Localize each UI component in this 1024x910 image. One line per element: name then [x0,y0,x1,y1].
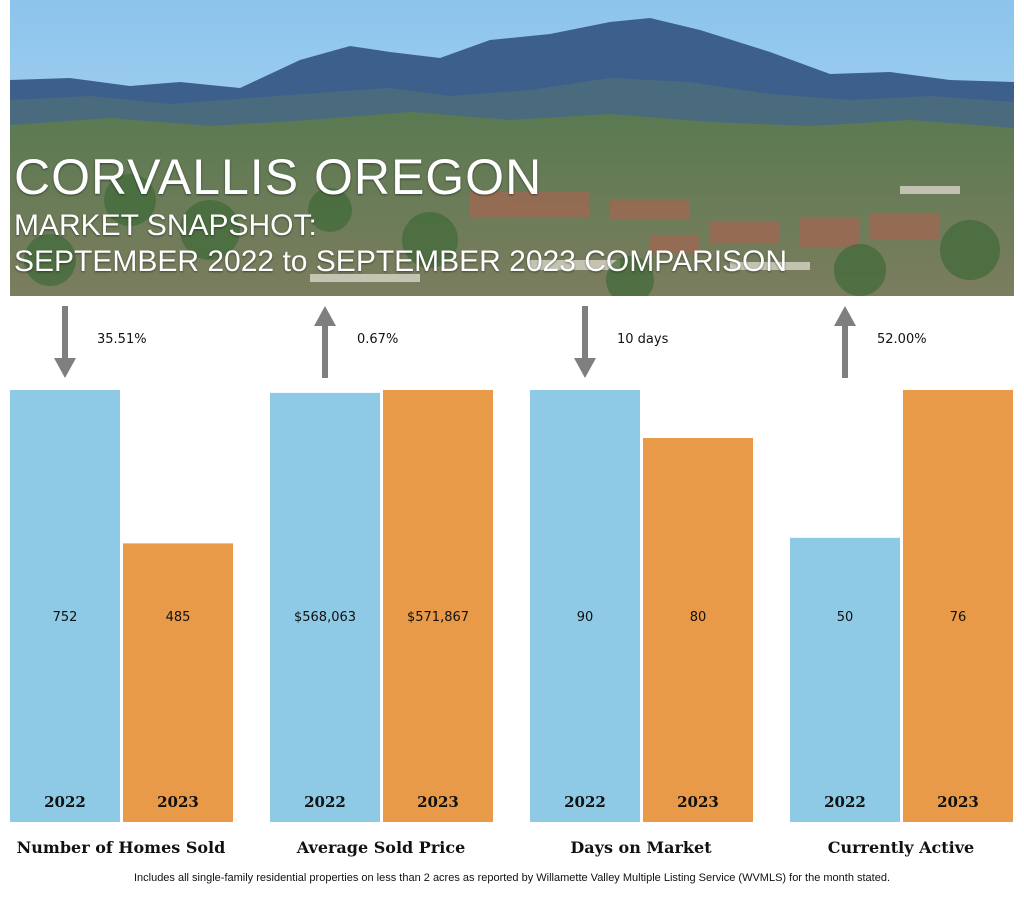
bar-average-sold-price-2022 [270,392,380,822]
value-label-currently-active-2023: 76 [950,610,967,625]
down-arrow-icon-number-of-homes-sold [54,358,76,378]
year-label-currently-active-2022: 2022 [824,793,866,811]
change-label-currently-active: 52.00% [877,332,927,347]
page-title: CORVALLIS OREGON [14,149,543,205]
page-subtitle: MARKET SNAPSHOT: [14,209,317,242]
up-arrow-icon-shaft-currently-active [842,324,848,378]
up-arrow-icon-currently-active [834,306,856,326]
value-label-number-of-homes-sold-2022: 752 [53,610,78,625]
category-label-average-sold-price: Average Sold Price [296,838,466,857]
down-arrow-icon-shaft-number-of-homes-sold [62,306,68,360]
bar-number-of-homes-sold-2022 [10,390,120,822]
bar-currently-active-2023 [903,390,1013,822]
change-label-number-of-homes-sold: 35.51% [97,332,147,347]
year-label-currently-active-2023: 2023 [937,793,979,811]
comparison-bar-chart: 35.51% 752 2022 485 2023 Number of Homes Sold… [10,306,1013,857]
header-photo: CORVALLIS OREGON MARKET SNAPSHOT: SEPTEM… [10,0,1014,296]
year-label-days-on-market-2023: 2023 [677,793,719,811]
bar-currently-active-2022 [790,537,900,822]
bar-days-on-market-2023 [643,438,753,822]
category-label-days-on-market: Days on Market [570,838,712,857]
value-label-currently-active-2022: 50 [837,610,854,625]
up-arrow-icon-average-sold-price [314,306,336,326]
value-label-number-of-homes-sold-2023: 485 [166,610,191,625]
change-label-days-on-market: 10 days [617,332,669,347]
year-label-number-of-homes-sold-2022: 2022 [44,793,86,811]
year-label-average-sold-price-2022: 2022 [304,793,346,811]
year-label-days-on-market-2022: 2022 [564,793,606,811]
down-arrow-icon-days-on-market [574,358,596,378]
mountain-landscape-image [10,0,1014,296]
bar-number-of-homes-sold-2023 [123,543,233,822]
category-label-currently-active: Currently Active [828,838,974,857]
header-title-block: CORVALLIS OREGON MARKET SNAPSHOT: SEPTEM… [14,150,787,280]
value-label-days-on-market-2022: 90 [577,610,594,625]
footnote: Includes all single-family residential p… [133,872,891,884]
value-label-average-sold-price-2022: $568,063 [294,610,356,625]
change-label-average-sold-price: 0.67% [357,332,398,347]
year-label-number-of-homes-sold-2023: 2023 [157,793,199,811]
bar-days-on-market-2022 [530,390,640,822]
value-label-average-sold-price-2023: $571,867 [407,610,469,625]
down-arrow-icon-shaft-days-on-market [582,306,588,360]
bar-average-sold-price-2023 [383,390,493,822]
up-arrow-icon-shaft-average-sold-price [322,324,328,378]
year-label-average-sold-price-2023: 2023 [417,793,459,811]
value-label-days-on-market-2023: 80 [690,610,707,625]
page-subtitle-comparison: SEPTEMBER 2022 to SEPTEMBER 2023 COMPARI… [14,245,788,278]
category-label-number-of-homes-sold: Number of Homes Sold [17,838,226,857]
